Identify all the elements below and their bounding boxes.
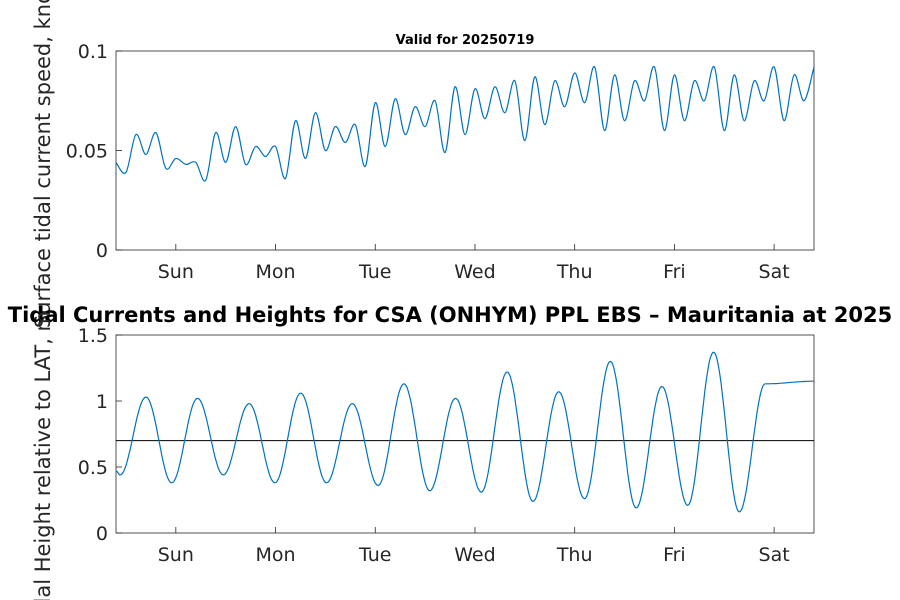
height-y-tick-label: 0 [96, 523, 108, 545]
current-x-tick-label: Mon [256, 261, 296, 283]
current-speed-series-line [115, 66, 815, 182]
current-x-tick-label: Wed [454, 261, 495, 283]
current-chart-title: Valid for 20250719 [396, 33, 535, 48]
height-x-tick-label: Sat [759, 544, 790, 566]
current-y-axis-label: Surface tidal current speed, knots [31, 0, 55, 328]
current-y-tick-label: 0.05 [66, 141, 108, 163]
current-x-tick-label: Tue [358, 261, 391, 283]
height-y-axis-label: Tidal Height relative to LAT, m [31, 311, 55, 600]
tidal-height-series-line [116, 351, 814, 513]
height-x-tick-label: Wed [454, 544, 495, 566]
height-y-tick-label: 1.5 [78, 325, 108, 347]
height-x-tick-label: Mon [256, 544, 296, 566]
current-y-tick-label: 0 [96, 240, 108, 262]
current-x-tick-label: Sat [759, 261, 790, 283]
current-speed-chart: Valid for 20250719 Surface tidal current… [31, 0, 815, 328]
current-x-tick-label: Sun [158, 261, 194, 283]
height-x-tick-label: Tue [358, 544, 391, 566]
height-x-tick-label: Sun [158, 544, 194, 566]
tidal-height-chart: Tidal Currents and Heights for CSA (ONHY… [8, 303, 892, 600]
height-chart-title: Tidal Currents and Heights for CSA (ONHY… [8, 303, 892, 327]
current-x-tick-label: Thu [556, 261, 593, 283]
current-y-tick-label: 0.1 [78, 41, 108, 63]
current-tick-group: Sun Mon Tue Wed Thu Fri Sat 0 0.05 0.1 [66, 41, 790, 283]
height-y-tick-label: 0.5 [78, 457, 108, 479]
height-x-tick-label: Fri [663, 544, 686, 566]
height-tick-group: Sun Mon Tue Wed Thu Fri Sat 0 0.5 1 1.5 [78, 325, 790, 566]
height-x-tick-label: Thu [556, 544, 593, 566]
height-y-tick-label: 1 [96, 391, 108, 413]
current-x-tick-label: Fri [663, 261, 686, 283]
height-plot-area [115, 334, 815, 534]
